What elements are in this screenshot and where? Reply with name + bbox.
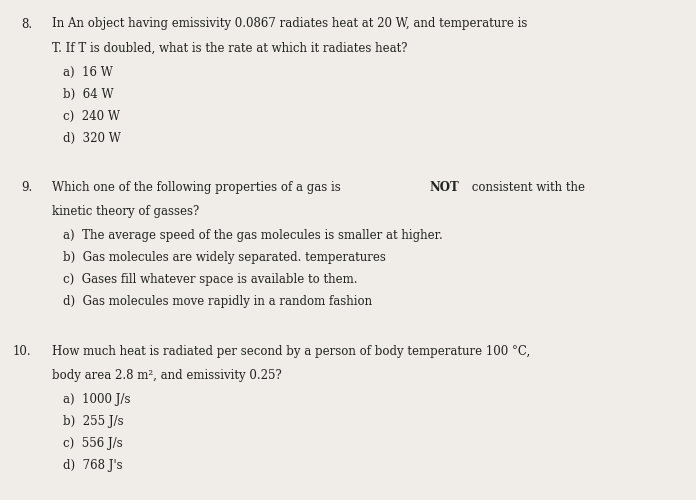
Text: d)  768 J's: d) 768 J's xyxy=(63,458,122,471)
Text: c)  240 W: c) 240 W xyxy=(63,110,120,122)
Text: T. If T is doubled, what is the rate at which it radiates heat?: T. If T is doubled, what is the rate at … xyxy=(52,42,408,54)
Text: b)  64 W: b) 64 W xyxy=(63,88,113,101)
Text: a)  1000 J/s: a) 1000 J/s xyxy=(63,392,130,406)
Text: 8.: 8. xyxy=(21,18,32,30)
Text: kinetic theory of gasses?: kinetic theory of gasses? xyxy=(52,205,200,218)
Text: How much heat is radiated per second by a person of body temperature 100 °C,: How much heat is radiated per second by … xyxy=(52,344,530,358)
Text: a)  16 W: a) 16 W xyxy=(63,66,113,78)
Text: NOT: NOT xyxy=(429,181,459,194)
Text: b)  Gas molecules are widely separated. temperatures: b) Gas molecules are widely separated. t… xyxy=(63,251,386,264)
Text: Which one of the following properties of a gas is: Which one of the following properties of… xyxy=(52,181,345,194)
Text: 9.: 9. xyxy=(21,181,32,194)
Text: a)  The average speed of the gas molecules is smaller at higher.: a) The average speed of the gas molecule… xyxy=(63,229,443,242)
Text: consistent with the: consistent with the xyxy=(468,181,585,194)
Text: body area 2.8 m², and emissivity 0.25?: body area 2.8 m², and emissivity 0.25? xyxy=(52,368,282,382)
Text: c)  556 J/s: c) 556 J/s xyxy=(63,436,122,450)
Text: b)  255 J/s: b) 255 J/s xyxy=(63,414,123,428)
Text: 10.: 10. xyxy=(13,344,31,358)
Text: c)  Gases fill whatever space is available to them.: c) Gases fill whatever space is availabl… xyxy=(63,273,357,286)
Text: d)  Gas molecules move rapidly in a random fashion: d) Gas molecules move rapidly in a rando… xyxy=(63,295,372,308)
Text: In An object having emissivity 0.0867 radiates heat at 20 W, and temperature is: In An object having emissivity 0.0867 ra… xyxy=(52,18,528,30)
Text: d)  320 W: d) 320 W xyxy=(63,132,120,144)
